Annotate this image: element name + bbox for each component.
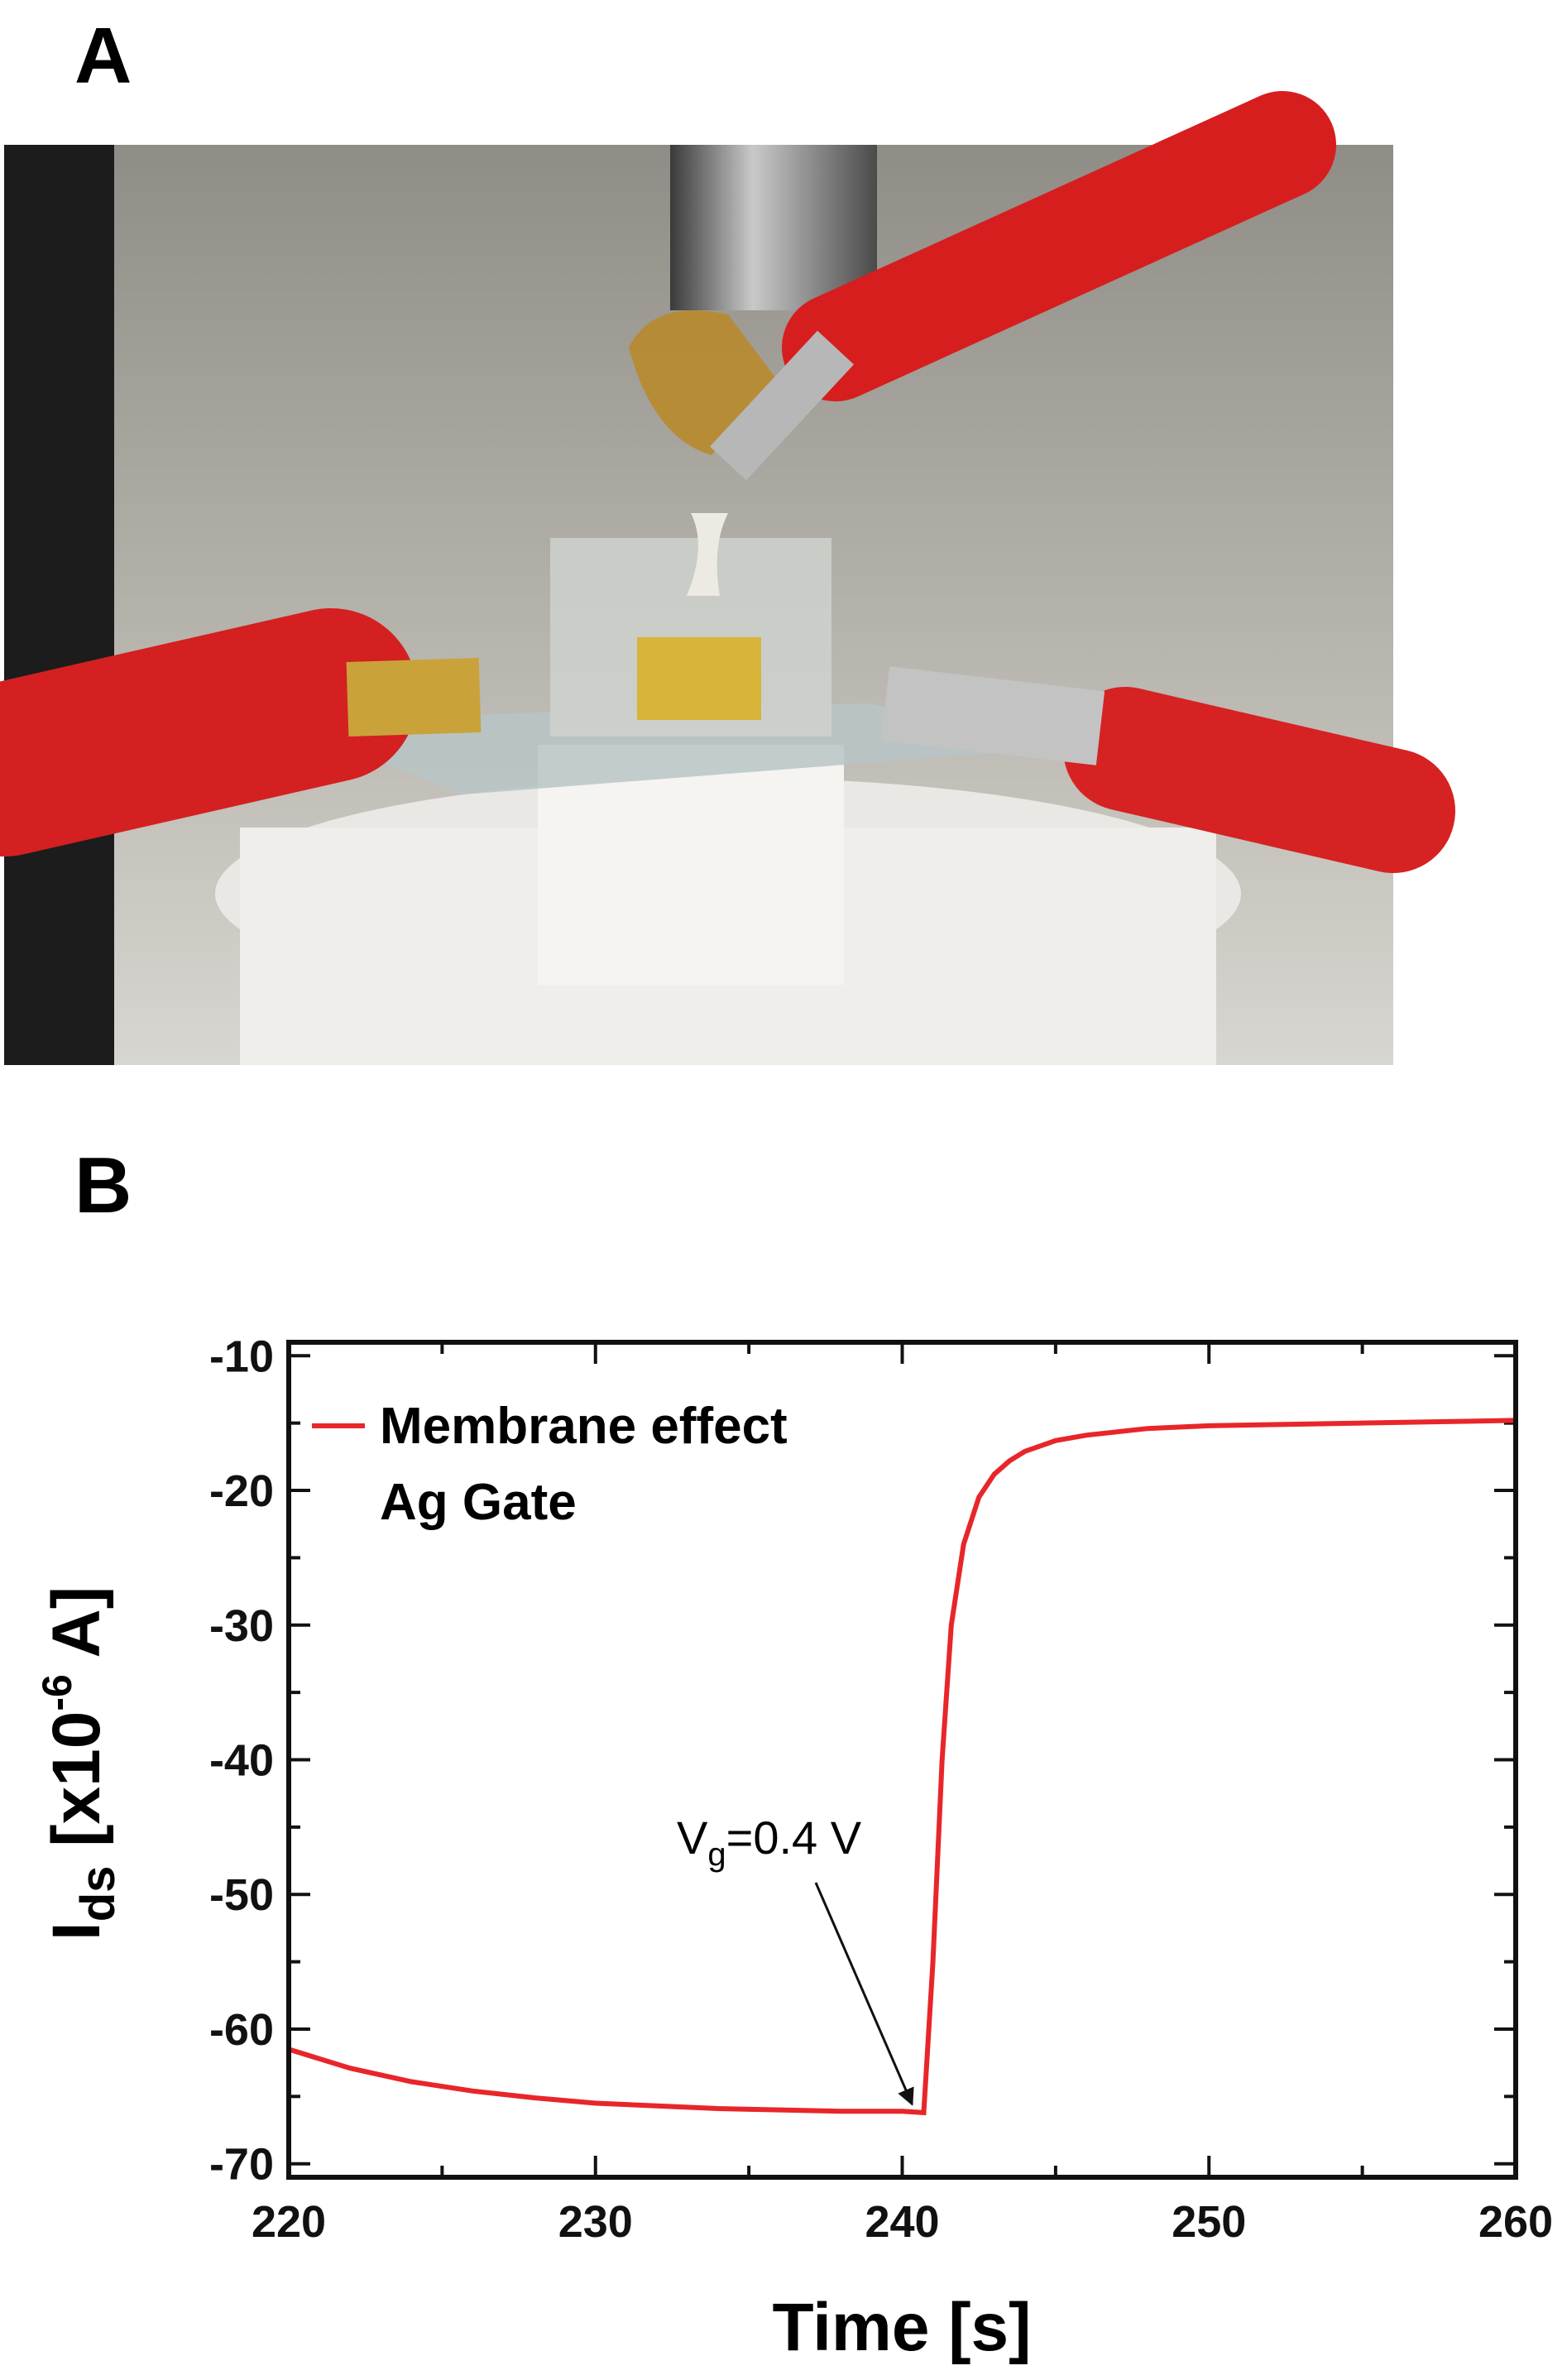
y-title-symbol: I <box>39 1922 114 1941</box>
y-title-text: [x10 <box>39 1711 114 1866</box>
y-axis-title: Ids [x10-6 A] <box>34 1586 125 1941</box>
annotation-rest: =0.4 V <box>726 1811 862 1864</box>
y-title-subscript: ds <box>71 1866 125 1922</box>
y-tick-label: -70 <box>209 2140 274 2190</box>
y-tick-label: -10 <box>209 1332 274 1381</box>
x-tick-label: 250 <box>1172 2197 1246 2247</box>
y-tick-label: -60 <box>209 2005 274 2055</box>
photo <box>0 91 1455 1065</box>
y-title-superscript: -6 <box>34 1674 80 1711</box>
panel-label: A <box>74 12 132 100</box>
y-tick-label: -20 <box>209 1466 274 1516</box>
x-tick-label: 260 <box>1478 2197 1553 2247</box>
x-tick-label: 230 <box>558 2197 633 2247</box>
x-tick-label: 220 <box>252 2197 326 2247</box>
y-tick-label: -50 <box>209 1870 274 1920</box>
annotation-subscript: g <box>707 1836 726 1873</box>
x-tick-label: 240 <box>865 2197 939 2247</box>
y-tick-label: -40 <box>209 1736 274 1786</box>
data-line <box>288 1418 1517 2116</box>
annotation-text: V <box>677 1811 708 1864</box>
annotation: Vg=0.4 V <box>677 1811 862 1873</box>
plot-frame <box>286 1340 1518 2180</box>
legend-label: Membrane effect <box>380 1398 788 1455</box>
y-tick-label: -30 <box>209 1601 274 1651</box>
legend-subtitle: Ag Gate <box>380 1474 577 1531</box>
panel-label: B <box>74 1141 132 1230</box>
x-axis-title: Time [s] <box>773 2290 1032 2365</box>
annotation-arrow <box>814 1882 914 2106</box>
y-title-unit: A] <box>39 1586 114 1674</box>
